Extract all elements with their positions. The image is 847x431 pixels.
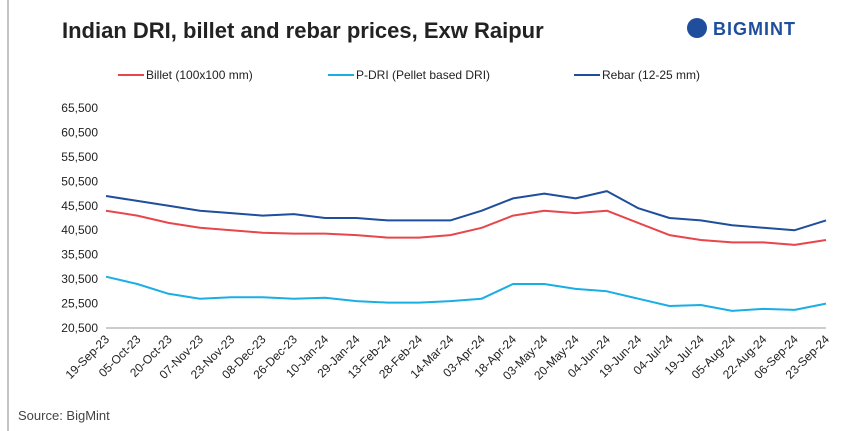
- brand-icon: [687, 18, 707, 38]
- legend-label: Billet (100x100 mm): [146, 68, 253, 82]
- series-line: [105, 275, 827, 312]
- y-tick-label: 55,500: [61, 150, 98, 164]
- y-tick-label: 35,500: [61, 248, 98, 262]
- series-line: [105, 190, 827, 232]
- y-tick-label: 25,500: [61, 297, 98, 311]
- legend-label: Rebar (12-25 mm): [602, 68, 700, 82]
- y-tick-label: 30,500: [61, 272, 98, 286]
- y-tick-label: 40,500: [61, 223, 98, 237]
- y-tick-label: 60,500: [61, 125, 98, 139]
- y-tick-label: 45,500: [61, 199, 98, 213]
- chart-title: Indian DRI, billet and rebar prices, Exw…: [62, 18, 544, 43]
- series-line: [105, 209, 827, 246]
- legend-label: P-DRI (Pellet based DRI): [356, 68, 490, 82]
- y-tick-label: 50,500: [61, 174, 98, 188]
- source: Source: BigMint: [18, 408, 110, 423]
- brand: BIGMINT: [713, 19, 796, 39]
- y-tick-label: 65,500: [61, 101, 98, 115]
- y-tick-label: 20,500: [61, 321, 98, 335]
